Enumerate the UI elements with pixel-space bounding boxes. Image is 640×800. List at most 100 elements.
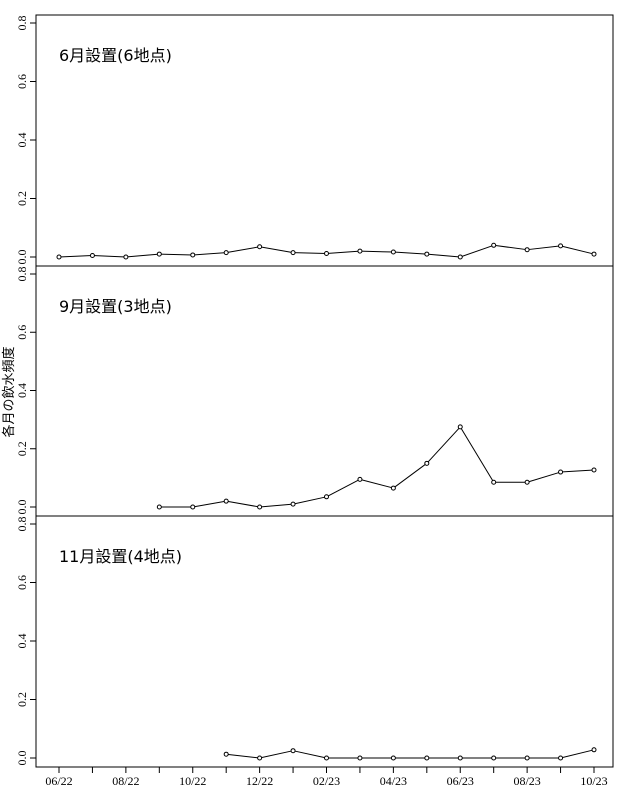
panel-1-data-point	[89, 253, 95, 259]
panel-3-data-point	[591, 747, 597, 753]
x-tick-label: 06/22	[45, 774, 72, 788]
panel-2-data-point	[457, 424, 463, 430]
x-tick-label: 08/22	[112, 774, 139, 788]
panel-3-y-tick-label: 0.4	[15, 634, 29, 649]
panel-1-y-tick-label: 0.4	[15, 133, 29, 148]
panel-1-line-segment	[159, 253, 193, 256]
panel-1-line-segment	[92, 255, 126, 258]
panel-1-data-point	[390, 249, 396, 255]
panel-1-line-segment	[293, 252, 327, 254]
panel-3-data-point	[223, 751, 229, 757]
panel-1-line-segment	[527, 245, 561, 251]
panel-2-data-point	[324, 494, 329, 500]
panel-3-y-tick-label: 0.0	[15, 751, 29, 766]
panel-3-line-segment	[560, 749, 595, 759]
panel-3-line-segment	[292, 750, 327, 759]
panel-2-y-tick-label: 0.2	[15, 441, 29, 456]
panel-1-data-point	[156, 251, 162, 257]
panel-3-data-point	[324, 755, 329, 761]
panel-1-data-point	[190, 252, 196, 258]
panel-3-line-segment	[226, 753, 260, 759]
panel-2-data-point	[357, 476, 363, 482]
panel-2-data-point	[290, 501, 296, 507]
panel-2-line-segment	[292, 496, 327, 505]
panel-3-y-tick-label: 0.2	[15, 692, 29, 707]
panel-2-data-point	[491, 479, 497, 485]
x-tick-label: 04/23	[380, 774, 407, 788]
panel-3-title: 11月設置(4地点)	[59, 547, 182, 566]
panel-1-line-segment	[560, 245, 595, 255]
x-tick-label: 06/23	[447, 774, 474, 788]
panel-3-data-point	[290, 748, 296, 754]
panel-1-data-point	[424, 251, 430, 257]
panel-1-data-point	[357, 248, 363, 254]
panel-3-data-point	[457, 755, 463, 761]
panel-2-title: 9月設置(3地点)	[59, 297, 172, 316]
panel-1-data-point	[223, 250, 229, 256]
panel-1-line-segment	[460, 244, 494, 258]
panel-1-data-point	[290, 250, 296, 256]
panel-1-line-segment	[192, 252, 227, 256]
panel-3-data-point	[390, 755, 396, 761]
panel-1-data-point	[324, 250, 329, 256]
panel-1-data-point	[591, 251, 597, 257]
panel-1-line-segment	[226, 246, 260, 254]
panel-1-y-tick-label: 0.0	[15, 250, 29, 265]
panel-1-line-segment	[393, 251, 427, 255]
panel-1-line-segment	[359, 250, 394, 253]
panel-3-data-point	[424, 755, 430, 761]
panel-2-line-segment	[326, 478, 361, 498]
panel-1-line-segment	[493, 244, 528, 251]
panel-2-y-tick-label: 0.8	[15, 267, 29, 282]
x-tick-label: 08/23	[513, 774, 540, 788]
panel-2-data-point	[190, 504, 196, 510]
panel-2-data-point	[424, 460, 430, 466]
panel-2-data-point	[223, 498, 229, 504]
panel-1-data-point	[457, 254, 463, 260]
panel-2-line-segment	[393, 462, 428, 489]
panel-1-data-point	[491, 242, 497, 248]
panel-3-y-tick-label: 0.6	[15, 575, 29, 590]
panel-2-line-segment	[459, 426, 495, 483]
panel-2-data-point	[257, 504, 263, 510]
panel-2-data-point	[156, 504, 162, 510]
panel-2-line-segment	[192, 500, 227, 508]
panel-3-data-point	[357, 755, 363, 761]
panel-1-line-segment	[259, 246, 294, 254]
panel-1-y-tick-label: 0.6	[15, 74, 29, 89]
panel-3-y-tick-label: 0.8	[15, 517, 29, 532]
panel-1-title: 6月設置(6地点)	[59, 46, 172, 65]
panel-2-data-point	[524, 479, 530, 485]
panel-1-y-tick-label: 0.2	[15, 191, 29, 206]
panel-2-y-tick-label: 0.0	[15, 500, 29, 515]
panel-1-line-segment	[326, 250, 360, 254]
y-axis-label: 各月の飲水頻度	[1, 346, 17, 437]
panel-3-data-point	[558, 755, 564, 761]
panel-2-y-tick-label: 0.4	[15, 383, 29, 398]
x-tick-label: 02/23	[313, 774, 340, 788]
panel-2-line-segment	[526, 471, 561, 483]
panel-2-y-tick-label: 0.6	[15, 325, 29, 340]
panel-1-line-segment	[426, 253, 461, 258]
panel-2-line-segment	[426, 426, 461, 464]
x-tick-label: 10/23	[580, 774, 607, 788]
panel-1-data-point	[558, 243, 564, 249]
panel-2-line-segment	[560, 469, 595, 473]
panel-2-data-point	[591, 467, 597, 473]
panel-1-data-point	[56, 254, 62, 260]
panel-3-line-segment	[259, 750, 294, 759]
panel-3-data-point	[491, 755, 497, 761]
panel-1-line-segment	[58, 255, 93, 258]
panel-2-line-segment	[226, 500, 260, 508]
panel-1-data-point	[524, 247, 530, 253]
panel-1-line-segment	[125, 253, 160, 258]
panel-1-data-point	[123, 254, 129, 260]
panel-3-data-point	[257, 755, 263, 761]
panel-1-data-point	[257, 244, 263, 250]
panel-2-data-point	[558, 469, 564, 475]
panel-3-data-point	[524, 755, 530, 761]
x-tick-label: 12/22	[246, 774, 273, 788]
panel-2-line-segment	[259, 503, 294, 508]
panel-2-line-segment	[359, 478, 394, 489]
